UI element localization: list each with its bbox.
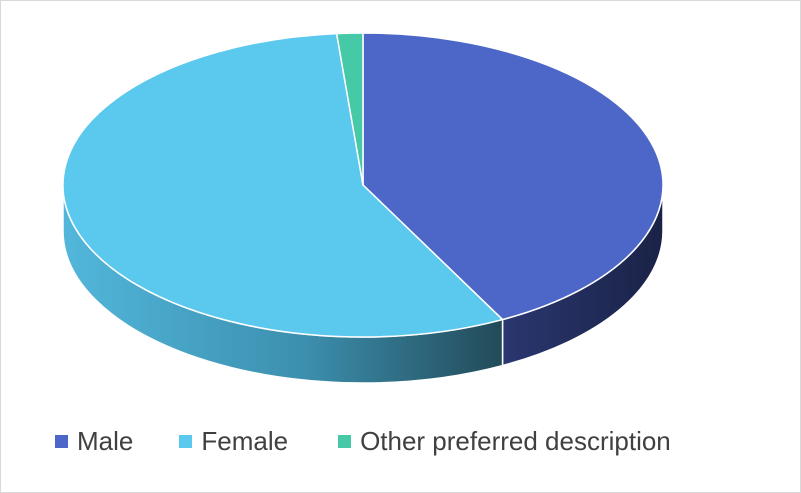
legend-label-other-preferred-description: Other preferred description	[360, 425, 671, 456]
pie-slice-female	[62, 32, 504, 338]
legend-label-male: Male	[77, 425, 134, 456]
legend-swatch-other-preferred-description	[338, 434, 352, 448]
legend-item-female: Female	[179, 426, 288, 457]
legend-item-male: Male	[55, 426, 133, 457]
legend-item-other-preferred-description: Other preferred description	[338, 426, 671, 457]
pie-tops	[62, 32, 664, 338]
pie-slice-male	[362, 32, 664, 321]
pie-slice-other-preferred-description	[335, 32, 364, 186]
legend-swatch-female	[179, 434, 193, 448]
legend: Male Female Other preferred description	[55, 423, 671, 459]
legend-swatch-male	[55, 434, 68, 448]
legend-label-female: Female	[201, 425, 289, 456]
